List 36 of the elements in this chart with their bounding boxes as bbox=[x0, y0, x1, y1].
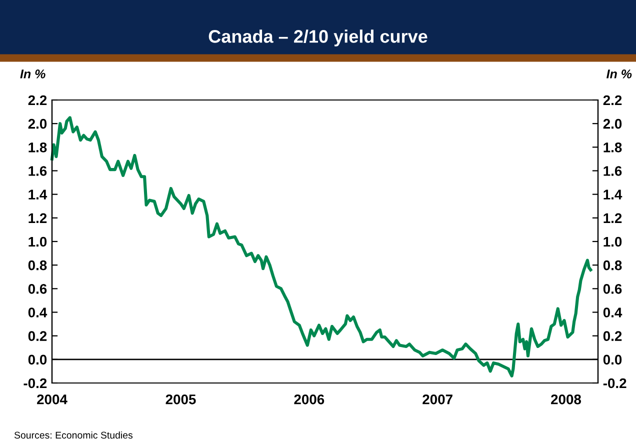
y-tick-label: 1.8 bbox=[28, 142, 47, 152]
y2-tick-label: 0.2 bbox=[603, 331, 622, 342]
y-tick-label: 1.4 bbox=[28, 190, 48, 200]
y2-tick-label: -0.2 bbox=[603, 378, 626, 388]
y-tick-label: 1.2 bbox=[28, 213, 47, 223]
chart-title: Canada – 2/10 yield curve bbox=[208, 30, 428, 46]
y2-tick-label: 0.8 bbox=[603, 260, 622, 270]
y-tick-label: 0.2 bbox=[28, 331, 47, 342]
y-axis-title: In % bbox=[20, 70, 46, 78]
y-tick-label: 0.6 bbox=[28, 284, 47, 294]
y-tick-label: 1.0 bbox=[28, 236, 47, 247]
x-tick-label: 2005 bbox=[166, 394, 196, 404]
y2-tick-label: 1.2 bbox=[604, 213, 622, 223]
y-tick-label: -0.2 bbox=[24, 378, 47, 388]
y-tick-label: 0.8 bbox=[28, 260, 47, 270]
y2-tick-label: 1.4 bbox=[604, 190, 622, 200]
y2-axis-title: In % bbox=[606, 70, 632, 78]
y-tick-label: 2.0 bbox=[28, 118, 47, 129]
y2-tick-label: 1.0 bbox=[604, 236, 622, 247]
y2-tick-label: 2.0 bbox=[603, 118, 622, 129]
y2-tick-label: 1.6 bbox=[604, 166, 622, 176]
y2-tick-label: 1.8 bbox=[604, 142, 622, 152]
y2-tick-label: 0.0 bbox=[603, 354, 622, 365]
source-note: Sources: Economic Studies bbox=[14, 431, 133, 439]
y-tick-label: 2.2 bbox=[28, 95, 47, 106]
y-tick-label: 0.4 bbox=[28, 308, 48, 318]
y2-tick-label: 0.4 bbox=[603, 308, 622, 318]
y2-tick-label: 2.2 bbox=[603, 95, 622, 106]
y-tick-label: 1.6 bbox=[28, 166, 47, 176]
x-tick-label: 2006 bbox=[294, 394, 324, 404]
x-tick-label: 2008 bbox=[551, 394, 582, 404]
y-tick-label: 0.0 bbox=[28, 354, 47, 365]
y2-tick-label: 0.6 bbox=[603, 284, 622, 294]
x-tick-label: 2004 bbox=[37, 394, 68, 404]
line-series bbox=[50, 116, 592, 378]
x-tick-label: 2007 bbox=[422, 394, 452, 404]
